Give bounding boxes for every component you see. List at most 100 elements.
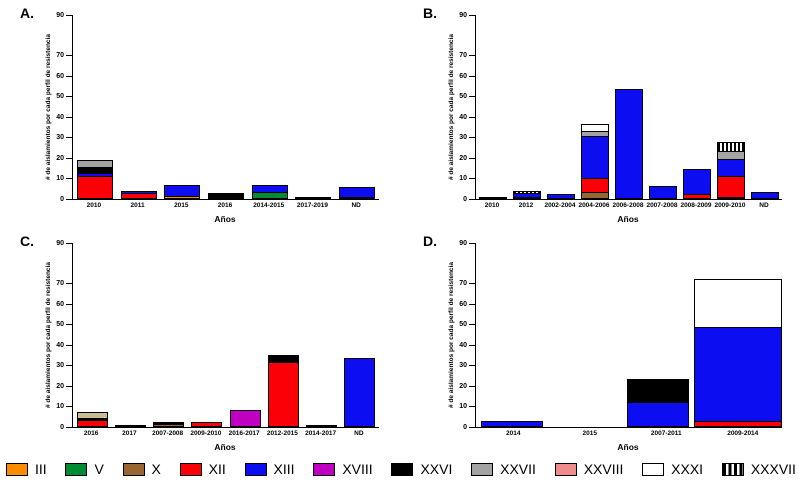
bar-slot xyxy=(111,243,149,427)
bar-slot xyxy=(612,15,646,199)
y-tick-label: 20 xyxy=(56,382,64,390)
legend-swatch-icon xyxy=(244,462,267,476)
panel-letter: D. xyxy=(423,233,437,249)
bar-2004-2006 xyxy=(581,124,609,199)
y-tick-label: 10 xyxy=(56,175,64,183)
panel-d: D. # de aislamientos por cada perfil de r… xyxy=(403,228,806,455)
panel-letter: C. xyxy=(20,233,34,249)
segment-XXVI xyxy=(208,192,245,199)
x-tick-label: 2009-2010 xyxy=(190,430,222,437)
legend-item-X: X xyxy=(122,461,161,477)
legend-swatch-icon xyxy=(6,462,28,476)
segment-XIII xyxy=(76,173,113,176)
x-tick-label: 2009-2014 xyxy=(727,430,759,437)
y-tick-label: 20 xyxy=(459,154,467,162)
segment-XXVIII xyxy=(295,196,332,199)
y-tick-label: 10 xyxy=(459,175,467,183)
segment-XXVIII xyxy=(114,425,146,427)
bar-2014 xyxy=(481,420,544,427)
legend-item-XXXI: XXXI xyxy=(642,461,703,477)
y-tick-label: 40 xyxy=(56,113,64,121)
x-tick-label: 2012-2015 xyxy=(266,430,298,437)
bar-2007-2008 xyxy=(649,185,677,199)
y-tick xyxy=(66,324,72,326)
y-tick xyxy=(469,96,475,98)
y-tick xyxy=(66,406,72,408)
y-tick xyxy=(66,365,72,367)
x-tick-labels: 2010 2011 2015 2016 2014-2015 2017-2019 ND xyxy=(72,202,378,210)
segment-XII xyxy=(581,177,609,192)
y-tick xyxy=(66,426,72,428)
bar-slot xyxy=(248,15,292,199)
x-tick-label: 2011 xyxy=(130,202,145,209)
x-tick-label: 2006-2008 xyxy=(612,202,644,209)
y-tick xyxy=(469,55,475,57)
x-tick-label: 2010 xyxy=(86,202,102,209)
plot-area: 0 10 20 30 40 50 60 70 90 xyxy=(56,240,379,431)
bar-2007-2011 xyxy=(626,378,689,427)
segment-III xyxy=(164,195,201,199)
segment-XIII xyxy=(164,184,201,196)
bars-row xyxy=(476,15,782,199)
segment-XXVII xyxy=(76,160,113,168)
bar-2016 xyxy=(76,411,108,427)
bar-slot xyxy=(73,15,117,199)
bar-2012-2015 xyxy=(267,355,299,427)
y-axis-label: # de aislamientos por cada perfil de res… xyxy=(45,262,52,408)
x-tick-label: 2014-2017 xyxy=(305,430,337,437)
y-tick-label: 50 xyxy=(459,321,467,329)
bar-2007-2008 xyxy=(153,421,185,427)
legend-item-XVIII: XVIII xyxy=(313,461,373,477)
bar-slot xyxy=(646,15,680,199)
y-tick xyxy=(469,116,475,118)
bar-slot xyxy=(204,15,248,199)
y-tick-label: 50 xyxy=(56,93,64,101)
legend-item-V: V xyxy=(65,461,104,477)
y-tick xyxy=(66,137,72,139)
segment-XIII xyxy=(751,191,779,199)
x-tick-label: 2015 xyxy=(174,202,189,209)
bar-slot xyxy=(303,243,341,427)
legend-swatch-icon xyxy=(554,462,577,476)
y-tick xyxy=(66,55,72,57)
y-tick-label: 30 xyxy=(56,362,64,370)
bars-row xyxy=(73,15,379,199)
x-tick-label: 2010 xyxy=(484,202,500,209)
x-tick-label: ND xyxy=(351,202,361,209)
bar-slot xyxy=(549,243,622,427)
x-tick-label: 2012 xyxy=(518,202,534,209)
y-tick xyxy=(66,96,72,98)
bar-ND xyxy=(344,357,376,427)
panel-letter: B. xyxy=(423,5,437,21)
plot-area: 0 10 20 30 40 50 60 70 90 xyxy=(459,12,782,203)
y-tick-label: 50 xyxy=(459,93,467,101)
bar-slot xyxy=(150,243,188,427)
x-tick-label: 2007-2008 xyxy=(152,430,184,437)
panel-c: C. # de aislamientos por cada perfil de r… xyxy=(0,228,403,455)
y-tick xyxy=(469,242,475,244)
x-axis-label: Años xyxy=(617,442,639,452)
segment-XIII xyxy=(481,420,544,427)
bar-slot xyxy=(341,243,379,427)
legend-swatch-icon xyxy=(122,462,145,476)
y-tick xyxy=(66,385,72,387)
bar-slot xyxy=(264,243,302,427)
panel-letter: A. xyxy=(20,5,34,21)
bar-slot xyxy=(748,15,782,199)
segment-XIII xyxy=(694,326,783,421)
segment-XXXI xyxy=(581,124,609,131)
x-tick-labels: 2016 2017 2007-2008 2009-2010 2016-2017 2012-… xyxy=(72,430,378,438)
bar-slot xyxy=(714,15,748,199)
x-tick-label: 2016 xyxy=(217,202,233,209)
segment-XIII xyxy=(251,184,288,192)
bar-2017-2019 xyxy=(295,196,332,199)
legend-item-XXXVII: XXXVII xyxy=(721,461,796,477)
y-tick xyxy=(469,75,475,77)
y-tick xyxy=(66,157,72,159)
bars-row xyxy=(476,243,783,427)
x-axis-label: Años xyxy=(214,442,236,452)
segment-XXXVII xyxy=(513,190,541,193)
x-tick-labels: 2010 2012 2002-2004 2004-2006 2006-2008 2007-… xyxy=(475,202,781,210)
y-tick-label: 60 xyxy=(459,72,467,80)
